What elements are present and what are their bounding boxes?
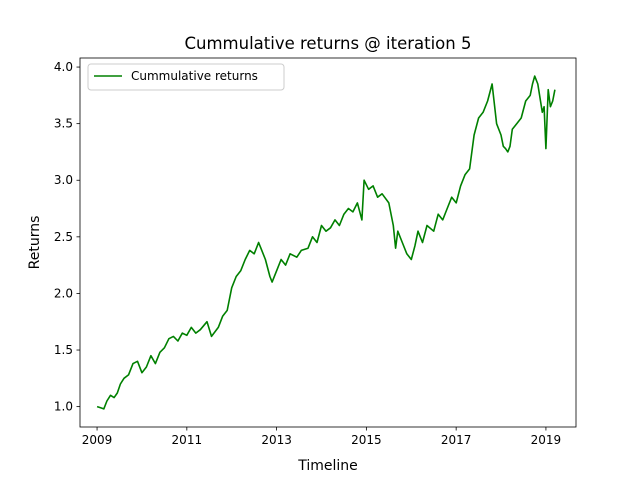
y-tick-label: 2.5 xyxy=(54,230,73,244)
x-tick-label: 2013 xyxy=(261,433,292,447)
x-tick-label: 2015 xyxy=(351,433,382,447)
legend: Cummulative returns xyxy=(87,63,285,91)
y-tick-label: 1.5 xyxy=(54,343,73,357)
x-tick-label: 2017 xyxy=(441,433,472,447)
y-tick-label: 1.0 xyxy=(54,400,73,414)
y-tick-label: 3.5 xyxy=(54,117,73,131)
x-tick-label: 2011 xyxy=(172,433,203,447)
plot-area xyxy=(79,57,577,428)
legend-entry-label: Cummulative returns xyxy=(131,69,258,83)
chart-title: Cummulative returns @ iteration 5 xyxy=(185,34,472,53)
y-axis: 1.0 1.5 2.0 2.5 3.0 3.5 4.0 xyxy=(54,60,80,414)
x-tick-label: 2019 xyxy=(531,433,562,447)
x-axis-label: Timeline xyxy=(297,458,358,474)
plot-frame xyxy=(79,57,577,428)
x-tick-label: 2009 xyxy=(82,433,113,447)
y-tick-label: 4.0 xyxy=(54,60,73,74)
x-axis: 2009 2011 2013 2015 2017 2019 xyxy=(82,427,561,447)
y-tick-label: 2.0 xyxy=(54,286,73,300)
y-axis-label: Returns xyxy=(27,216,43,270)
series-line-0 xyxy=(96,75,556,410)
legend-box xyxy=(87,63,285,91)
y-tick-label: 3.0 xyxy=(54,173,73,187)
